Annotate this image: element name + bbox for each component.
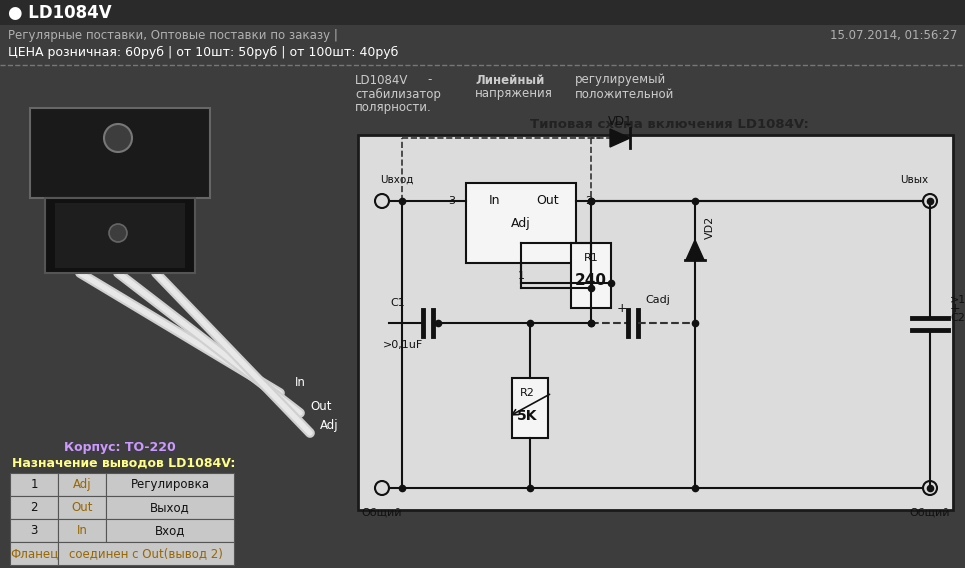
Text: In: In bbox=[488, 194, 500, 207]
Text: Общий: Общий bbox=[362, 508, 402, 518]
Text: Uвход: Uвход bbox=[380, 175, 413, 185]
Text: Назначение выводов LD1084V:: Назначение выводов LD1084V: bbox=[12, 457, 235, 470]
Text: 5K: 5K bbox=[516, 409, 538, 423]
Text: R2: R2 bbox=[519, 388, 535, 398]
Bar bbox=[10, 519, 58, 542]
Bar bbox=[571, 243, 611, 308]
Polygon shape bbox=[45, 198, 195, 273]
Text: Типовая схема включения LD1084V:: Типовая схема включения LD1084V: bbox=[530, 118, 809, 131]
Polygon shape bbox=[30, 108, 210, 198]
Text: Out: Out bbox=[310, 399, 332, 412]
Text: 3: 3 bbox=[30, 524, 38, 537]
Text: 15.07.2014, 01:56:27: 15.07.2014, 01:56:27 bbox=[830, 28, 957, 41]
Bar bbox=[10, 496, 58, 519]
Text: VD1: VD1 bbox=[608, 115, 632, 128]
Text: >1,0uF: >1,0uF bbox=[950, 295, 965, 305]
Text: +: + bbox=[617, 303, 627, 315]
Text: Cadj: Cadj bbox=[645, 295, 670, 305]
Polygon shape bbox=[55, 203, 185, 268]
Text: In: In bbox=[76, 524, 88, 537]
Bar bbox=[106, 496, 234, 519]
Text: LD1084V: LD1084V bbox=[355, 73, 408, 86]
Text: 240: 240 bbox=[575, 273, 607, 288]
Text: Adj: Adj bbox=[511, 216, 531, 229]
Text: C2: C2 bbox=[950, 313, 965, 323]
Circle shape bbox=[104, 124, 132, 152]
Bar bbox=[106, 473, 234, 496]
Text: Out: Out bbox=[537, 194, 560, 207]
Bar bbox=[10, 473, 58, 496]
Text: 2: 2 bbox=[586, 196, 593, 206]
Polygon shape bbox=[610, 129, 630, 147]
Text: In: In bbox=[295, 377, 306, 390]
Text: регулируемый: регулируемый bbox=[575, 73, 666, 86]
Text: Регулярные поставки, Оптовые поставки по заказу |: Регулярные поставки, Оптовые поставки по… bbox=[8, 28, 338, 41]
Text: 3: 3 bbox=[449, 196, 455, 206]
Text: ● LD1084V: ● LD1084V bbox=[8, 4, 112, 22]
Text: Регулировка: Регулировка bbox=[130, 478, 209, 491]
Text: Линейный: Линейный bbox=[475, 73, 544, 86]
Text: напряжения: напряжения bbox=[475, 87, 553, 101]
Bar bbox=[358, 135, 953, 510]
Text: Вход: Вход bbox=[154, 524, 185, 537]
Text: R1: R1 bbox=[584, 253, 598, 263]
Text: полярности.: полярности. bbox=[355, 102, 431, 115]
Bar bbox=[58, 519, 106, 542]
Text: -: - bbox=[427, 73, 431, 86]
Bar bbox=[58, 473, 106, 496]
Text: Adj: Adj bbox=[72, 478, 92, 491]
Text: Общий: Общий bbox=[910, 508, 951, 518]
Text: стабилизатор: стабилизатор bbox=[355, 87, 441, 101]
Text: 1: 1 bbox=[517, 271, 525, 281]
Text: Выход: Выход bbox=[151, 501, 190, 514]
Bar bbox=[10, 542, 58, 565]
Text: Корпус: TO-220: Корпус: TO-220 bbox=[64, 441, 176, 454]
Polygon shape bbox=[686, 240, 704, 260]
Bar bbox=[58, 542, 234, 565]
Text: ЦЕНА розничная: 60руб | от 10шт: 50руб | от 100шт: 40руб: ЦЕНА розничная: 60руб | от 10шт: 50руб |… bbox=[8, 45, 399, 59]
Bar bbox=[0, 0, 965, 25]
Text: соединен с Out(вывод 2): соединен с Out(вывод 2) bbox=[69, 547, 223, 560]
Circle shape bbox=[109, 224, 127, 242]
Text: Uвых: Uвых bbox=[900, 175, 928, 185]
Text: 2: 2 bbox=[30, 501, 38, 514]
Bar bbox=[466, 183, 576, 263]
Text: Фланец: Фланец bbox=[10, 547, 58, 560]
Bar bbox=[106, 519, 234, 542]
Text: Out: Out bbox=[71, 501, 93, 514]
Text: C1: C1 bbox=[390, 298, 404, 308]
Text: VD2: VD2 bbox=[705, 215, 715, 239]
Bar bbox=[512, 378, 548, 438]
Text: 1: 1 bbox=[30, 478, 38, 491]
Text: положительной: положительной bbox=[575, 87, 675, 101]
Bar bbox=[58, 496, 106, 519]
Text: Adj: Adj bbox=[320, 420, 339, 432]
Text: >0,1uF: >0,1uF bbox=[383, 340, 424, 350]
Text: +: + bbox=[950, 302, 960, 315]
